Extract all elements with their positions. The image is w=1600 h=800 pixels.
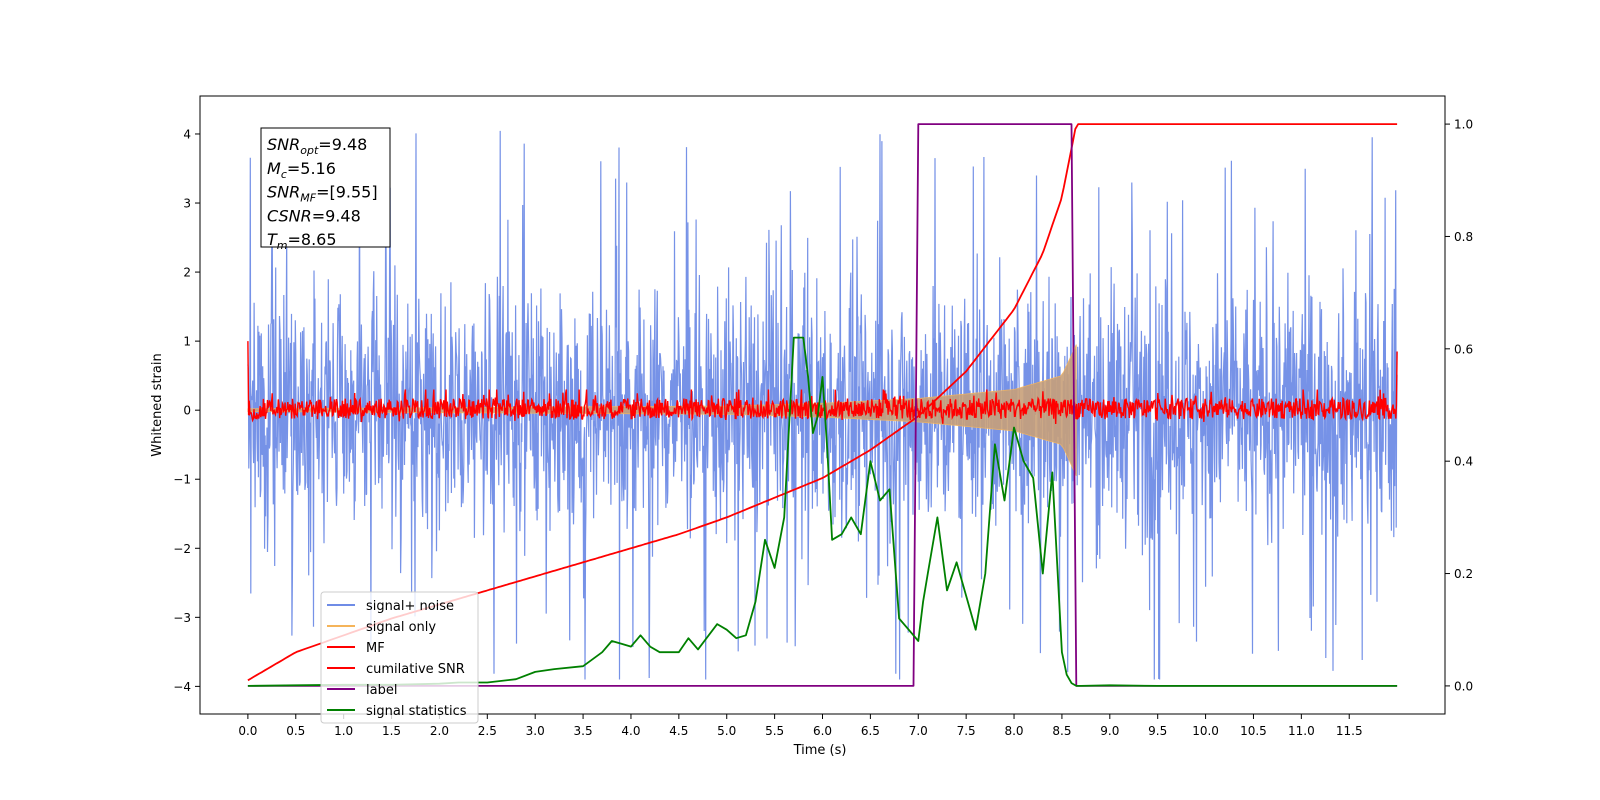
x-tick-label: 8.5 (1052, 724, 1071, 738)
annotation-subscript: c (281, 168, 287, 181)
x-tick-label: 9.0 (1100, 724, 1119, 738)
annotation-subscript: m (277, 239, 288, 252)
x-tick-label: 1.0 (334, 724, 353, 738)
y2-tick-label: 0.4 (1454, 455, 1473, 469)
x-axis: 0.0 0.5 1.0 1.5 2.0 2.5 3.0 3.5 4.0 4.5 5.0 5.5 6.0 6… (238, 714, 1363, 738)
y-tick-label: 0 (183, 404, 191, 418)
annotation-line: CSNR=9.48 (267, 206, 361, 225)
annotation-line: Mc=5.16 (267, 159, 336, 181)
annotation-value: =8.65 (288, 230, 337, 249)
y-tick-label: 3 (183, 197, 191, 211)
annotation-symbol: SNR (267, 135, 300, 154)
annotation-value: =[9.55] (316, 183, 378, 202)
annotation-symbol: CSNR (267, 206, 312, 225)
annotation-value: =9.48 (318, 135, 367, 154)
y-tick-label: −1 (173, 473, 191, 487)
x-tick-label: 7.5 (957, 724, 976, 738)
x-tick-label: 4.5 (669, 724, 688, 738)
legend-entry-label: signal statistics (366, 704, 467, 719)
legend-entry-label: MF (366, 641, 385, 656)
annotation-value: =5.16 (287, 159, 336, 178)
y2-tick-label: 1.0 (1454, 118, 1473, 132)
x-tick-label: 11.0 (1288, 724, 1315, 738)
series-signal-noise-line (247, 130, 1398, 680)
x-tick-label: 10.5 (1240, 724, 1267, 738)
x-tick-label: 2.5 (478, 724, 497, 738)
annotation-line: SNRopt=9.48 (267, 135, 367, 157)
y-axis-right: 0.0 0.2 0.4 0.6 0.8 1.0 (1445, 118, 1473, 693)
x-tick-label: 8.0 (1004, 724, 1023, 738)
x-tick-label: 10.0 (1192, 724, 1219, 738)
y-tick-label: 4 (183, 127, 191, 141)
x-tick-label: 5.5 (765, 724, 784, 738)
annotation-subscript: MF (300, 192, 316, 205)
legend-frame (320, 591, 479, 724)
x-tick-label: 7.0 (909, 724, 928, 738)
annotation-symbol: T (267, 230, 278, 249)
x-tick-label: 11.5 (1336, 724, 1363, 738)
annotation-symbol: SNR (267, 183, 300, 202)
x-tick-label: 6.5 (861, 724, 880, 738)
annotation-frame (260, 127, 391, 248)
x-tick-label: 0.0 (238, 724, 257, 738)
y2-tick-label: 0.2 (1454, 567, 1473, 581)
y-axis-left: −4 −3 −2 −1 0 1 2 3 4 (173, 127, 200, 694)
y-tick-label: 1 (183, 335, 191, 349)
y-axis-label: Whitened strain (150, 353, 165, 456)
x-tick-label: 0.5 (286, 724, 305, 738)
legend-entry-label: signal only (366, 620, 436, 635)
legend-entry-label: label (366, 683, 397, 698)
legend-entry-label: signal+ noise (366, 599, 454, 614)
y2-tick-label: 0.0 (1454, 679, 1473, 693)
y-tick-label: 2 (183, 266, 191, 280)
x-tick-label: 3.0 (526, 724, 545, 738)
x-tick-label: 4.0 (621, 724, 640, 738)
x-tick-label: 2.0 (430, 724, 449, 738)
series-signal-statistics-line (247, 336, 1398, 687)
annotation-box: SNRopt=9.48Mc=5.16SNRMF=[9.55]CSNR=9.48T… (260, 127, 391, 252)
x-tick-label: 5.0 (717, 724, 736, 738)
x-tick-label: 3.5 (574, 724, 593, 738)
annotation-value: =9.48 (312, 206, 361, 225)
series-mf-line (247, 341, 1398, 425)
x-tick-label: 9.5 (1148, 724, 1167, 738)
y2-tick-label: 0.6 (1454, 342, 1473, 356)
annotation-line: SNRMF=[9.55] (267, 183, 378, 205)
x-axis-label: Time (s) (793, 743, 847, 758)
legend-entry-label: cumilative SNR (366, 662, 465, 677)
annotation-line: Tm=8.65 (267, 230, 337, 252)
x-tick-label: 1.5 (382, 724, 401, 738)
x-tick-label: 6.0 (813, 724, 832, 738)
y-tick-label: −2 (173, 542, 191, 556)
legend: signal+ noise signal only MF cumilative SNR… (320, 591, 479, 724)
y-tick-label: −4 (173, 680, 191, 694)
annotation-symbol: M (267, 159, 281, 178)
y2-tick-label: 0.8 (1454, 230, 1473, 244)
annotation-subscript: opt (300, 144, 319, 157)
y-tick-label: −3 (173, 611, 191, 625)
